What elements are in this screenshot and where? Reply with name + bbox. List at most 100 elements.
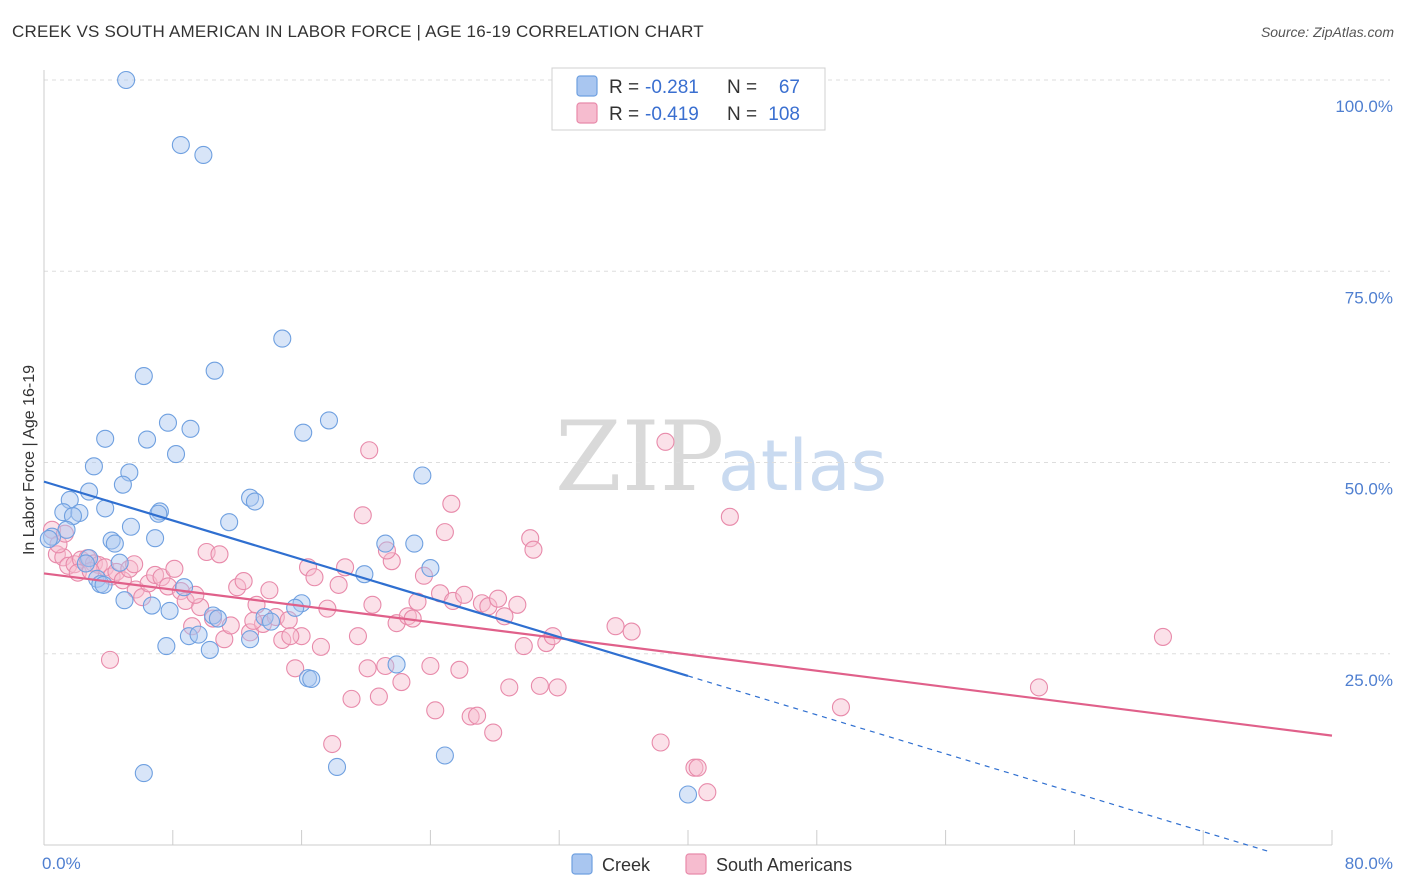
south-americans-point [414, 566, 434, 585]
south-americans-point [244, 611, 263, 630]
creek-point [76, 554, 95, 573]
south-americans-point [210, 545, 229, 564]
south-americans-point [514, 637, 533, 656]
creek-point [241, 630, 260, 649]
south-americans-point [49, 535, 68, 554]
creek-point [94, 575, 113, 594]
creek-point [166, 445, 186, 464]
south-americans-point [455, 585, 474, 604]
south-americans-point [530, 676, 549, 695]
south-americans-point [484, 723, 503, 742]
south-americans-point [831, 698, 851, 717]
south-americans-point [435, 523, 454, 542]
creek-point [134, 764, 153, 783]
south-americans-point [524, 540, 543, 559]
south-americans-point [152, 568, 171, 587]
creek-point [205, 361, 224, 380]
south-americans-point [363, 595, 382, 614]
x-axis-ticks [172, 830, 1333, 845]
south-americans-point [329, 575, 348, 594]
south-americans-point [305, 568, 324, 587]
south-n-label: N = [727, 104, 757, 125]
south-americans-point [286, 659, 305, 678]
creek-bottom-label: Creek [602, 855, 651, 875]
south-americans-point [521, 529, 540, 548]
creek-point [273, 329, 292, 348]
south-americans-point [450, 660, 469, 679]
south-americans-point [100, 650, 120, 669]
creek-point [194, 145, 213, 165]
south-americans-point [656, 432, 675, 451]
source-label: Source: ZipAtlas.com [1260, 24, 1394, 40]
south-americans-point [376, 656, 395, 676]
south-americans-point [360, 441, 379, 460]
correlation-legend: R = -0.281 N = 67 R = -0.419 N = 108 [551, 67, 826, 131]
creek-point [405, 534, 424, 553]
creek-point [39, 529, 58, 549]
creek-point [678, 785, 698, 804]
creek-point [57, 520, 76, 539]
x-tick-label-min: 0.0% [42, 854, 81, 873]
south-americans-point [165, 559, 184, 578]
y-tick-label: 25.0% [1345, 671, 1393, 690]
south-americans-point [651, 733, 670, 752]
south-americans-point [281, 627, 300, 646]
creek-point [113, 475, 132, 494]
creek-point [292, 594, 311, 613]
south-americans-point [241, 623, 260, 642]
creek-point [115, 591, 134, 610]
creek-point [102, 531, 121, 550]
y-tick-label: 100.0% [1335, 97, 1393, 116]
creek-r-label: R = [609, 77, 639, 98]
creek-point [181, 419, 200, 438]
creek-point [142, 596, 161, 615]
creek-point [137, 430, 157, 449]
south-americans-point [442, 494, 461, 513]
south-americans-point [125, 555, 144, 574]
creek-point [208, 609, 227, 628]
y-axis-label: In Labor Force | Age 16-19 [21, 365, 38, 555]
creek-point [84, 457, 103, 476]
creek-point [171, 135, 190, 155]
south-americans-point [548, 678, 567, 697]
creek-point [327, 757, 347, 777]
south-americans-point [348, 627, 368, 646]
creek-series [39, 70, 698, 804]
creek-point [261, 612, 281, 631]
south-americans-point [392, 673, 411, 692]
south-bottom-label: South Americans [716, 855, 852, 875]
creek-point [105, 534, 124, 553]
south-americans-point [720, 507, 739, 526]
south-americans-point [500, 678, 519, 697]
watermark-atlas: atlas [718, 425, 887, 507]
x-tick-label-max: 80.0% [1345, 854, 1393, 873]
south-americans-point [323, 734, 342, 754]
south-americans-point [234, 572, 253, 591]
creek-point [376, 534, 395, 553]
creek-point [435, 746, 454, 765]
creek-point [146, 529, 165, 548]
south-legend-swatch [576, 102, 598, 124]
creek-point [387, 655, 406, 674]
creek-n-value: 67 [779, 77, 800, 98]
south-americans-point [311, 637, 330, 656]
south-n-value: 108 [768, 104, 800, 125]
south-americans-point [382, 552, 401, 571]
south-americans-point [688, 758, 707, 777]
creek-point [158, 413, 178, 432]
creek-point [413, 466, 432, 485]
creek-point [157, 637, 176, 656]
y-tick-label: 50.0% [1345, 480, 1393, 499]
creek-point [179, 627, 198, 646]
creek-bottom-swatch [571, 853, 593, 875]
south-americans-point [1029, 678, 1049, 697]
creek-point [245, 492, 264, 511]
south-americans-point [468, 706, 487, 725]
creek-point [110, 553, 129, 572]
south-americans-point [488, 589, 508, 608]
south-americans-point [377, 541, 396, 560]
creek-point [204, 606, 223, 625]
creek-point [160, 601, 179, 620]
south-r-value: -0.419 [645, 104, 699, 125]
